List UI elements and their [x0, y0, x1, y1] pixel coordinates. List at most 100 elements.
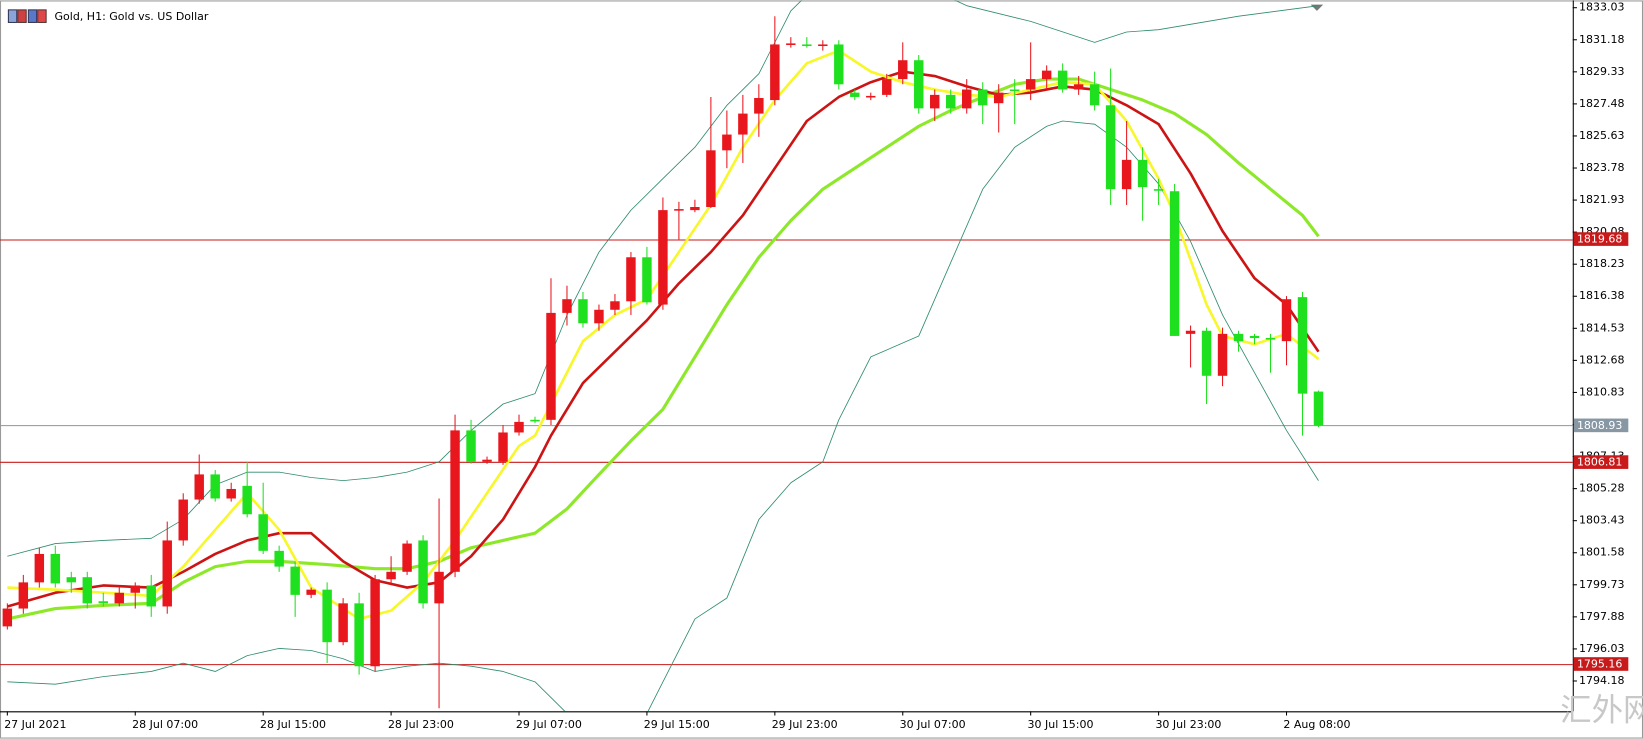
candle-body [338, 603, 348, 643]
price-level-tag [1573, 455, 1629, 469]
y-tick-label: 1833.03 [1579, 1, 1624, 14]
candle-body [274, 550, 284, 567]
candle-body [738, 113, 748, 135]
y-tick-label: 1803.43 [1579, 514, 1624, 527]
y-tick-label: 1814.53 [1579, 321, 1624, 334]
candle-body [722, 134, 732, 151]
price-level-label: 1806.81 [1577, 456, 1623, 469]
candle-body [786, 43, 796, 45]
x-tick-label: 28 Jul 23:00 [388, 718, 454, 731]
candle-body [930, 94, 940, 109]
y-tick-label: 1823.78 [1579, 161, 1624, 174]
candle-body [1073, 84, 1084, 90]
x-tick-label: 29 Jul 15:00 [644, 718, 710, 731]
candle-body [82, 577, 93, 604]
candle-body [610, 301, 620, 310]
candle-body [850, 92, 860, 97]
candle-body [1009, 89, 1020, 92]
price-level-tag [1573, 418, 1629, 433]
y-tick-label: 1805.28 [1579, 482, 1624, 495]
candle-body [146, 585, 156, 607]
plot-area [0, 0, 1573, 712]
x-tick-label: 27 Jul 2021 [4, 718, 66, 731]
x-tick-label: 30 Jul 15:00 [1028, 718, 1094, 731]
candle-body [1185, 330, 1196, 334]
y-tick-label: 1796.03 [1579, 642, 1624, 655]
candle-body [114, 592, 124, 604]
candle-body [770, 44, 780, 101]
candle-body [178, 499, 188, 541]
candle-body [993, 92, 1004, 104]
price-level-tag [1573, 232, 1629, 246]
x-tick-label: 28 Jul 15:00 [260, 718, 326, 731]
candle-body [434, 571, 444, 604]
indicator-line [7, 120, 1319, 712]
indicator-line [7, 49, 1320, 621]
candle-body [898, 60, 908, 80]
candle-body [466, 430, 476, 462]
y-tick-label: 1821.93 [1579, 193, 1624, 206]
y-tick-label: 1827.48 [1579, 97, 1624, 110]
indicator-line [7, 77, 1320, 621]
candle-body [226, 488, 236, 499]
candle-body [914, 60, 924, 109]
candle-body [370, 579, 380, 667]
candle-body [50, 553, 61, 584]
y-tick-label: 1797.88 [1579, 610, 1624, 623]
candle-body [258, 514, 268, 551]
candle-body [1137, 159, 1148, 188]
candle-body [1297, 297, 1308, 394]
x-tick-label: 28 Jul 07:00 [132, 718, 198, 731]
price-level-label: 1795.16 [1577, 658, 1623, 671]
candle-body [242, 485, 252, 515]
candle-body [1169, 191, 1180, 336]
candle-body [450, 430, 460, 572]
x-tick-label: 29 Jul 07:00 [516, 718, 582, 731]
candle-body [498, 432, 508, 462]
candle-body [66, 577, 77, 583]
x-tick-label: 2 Aug 08:00 [1283, 718, 1350, 731]
candle-body [802, 44, 812, 47]
candle-body [1265, 338, 1276, 340]
candle-body [386, 571, 396, 580]
candle-body [98, 601, 108, 604]
candle-body [1121, 159, 1132, 190]
y-tick-label: 1818.23 [1579, 257, 1624, 270]
candle-body [514, 421, 524, 433]
candle-body [1249, 335, 1260, 339]
candle-body [162, 540, 172, 607]
candle-body [530, 419, 540, 422]
symbol-icon [7, 9, 47, 23]
candle-body [546, 312, 556, 420]
y-tick-label: 1794.18 [1579, 674, 1624, 687]
candle-body [626, 257, 636, 302]
candle-body [2, 608, 13, 627]
candle-body [1281, 299, 1292, 342]
candle-body [961, 89, 972, 109]
candle-body [946, 94, 956, 109]
price-level-tag [1573, 657, 1629, 671]
candle-body [194, 474, 204, 500]
x-tick-label: 30 Jul 07:00 [900, 718, 966, 731]
candle-body [977, 89, 988, 106]
candle-body [1057, 70, 1068, 90]
y-tick-label: 1801.58 [1579, 546, 1624, 559]
candle-body [594, 309, 604, 324]
candle-body [578, 299, 588, 324]
candle-body [306, 589, 316, 595]
candle-body [674, 209, 684, 211]
candle-body [1089, 84, 1100, 106]
y-tick-label: 1810.83 [1579, 385, 1624, 398]
candle-body [290, 566, 300, 595]
chart-title: Gold, H1: Gold vs. US Dollar [55, 10, 209, 23]
candle-body [690, 207, 700, 211]
candle-body [1233, 333, 1244, 342]
candle-body [322, 589, 332, 643]
candle-body [130, 585, 140, 593]
y-tick-label: 1816.38 [1579, 289, 1624, 302]
candle-body [882, 79, 892, 95]
y-tick-label: 1812.68 [1579, 353, 1624, 366]
price-level-label: 1808.93 [1577, 419, 1623, 432]
candle-body [210, 474, 220, 499]
